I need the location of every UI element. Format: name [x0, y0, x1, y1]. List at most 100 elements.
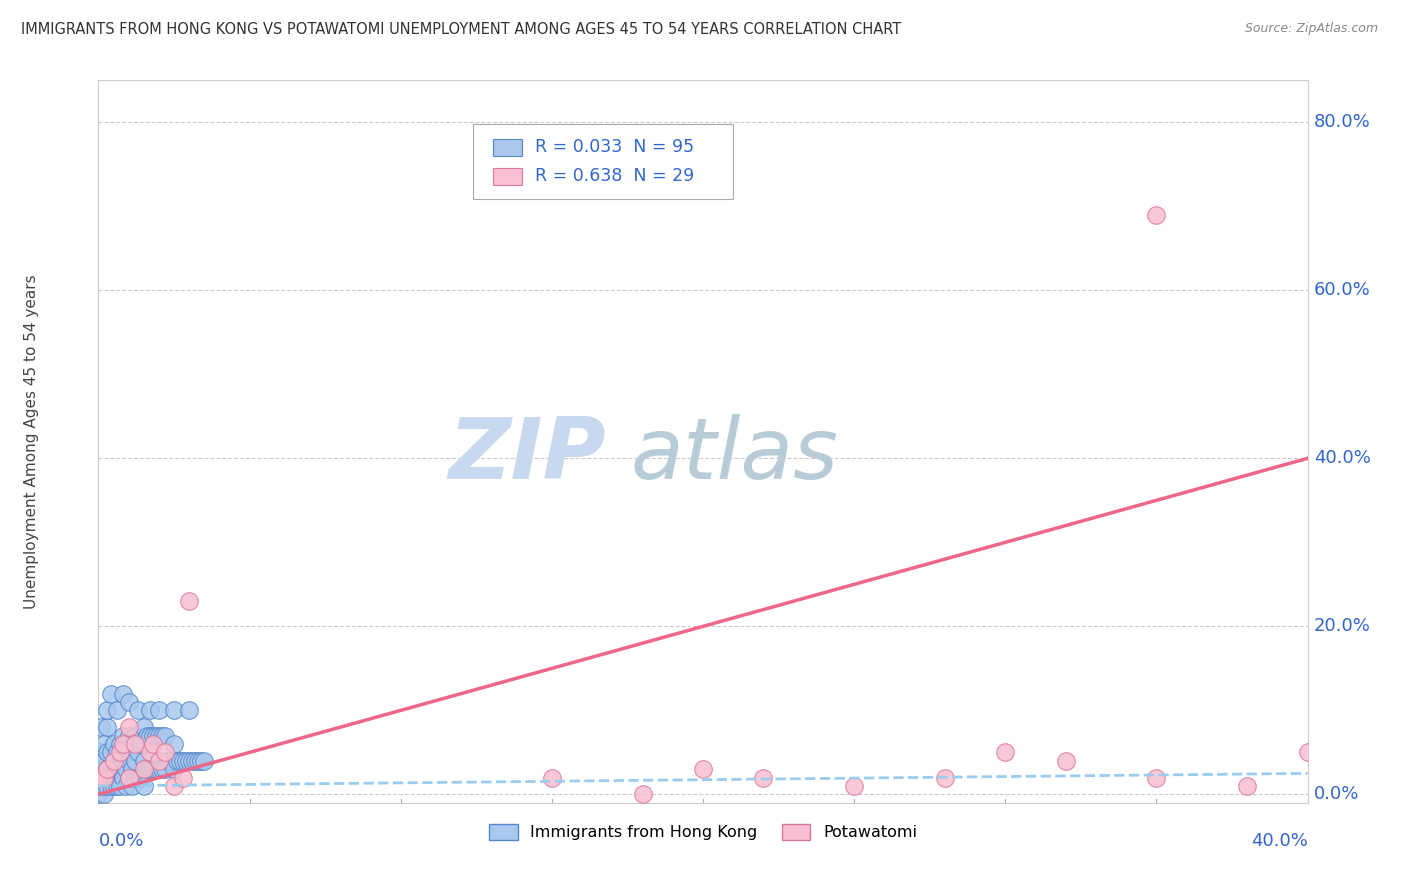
- Point: [87, 788, 110, 802]
- Point: [124, 771, 146, 785]
- Point: [87, 771, 110, 785]
- Point: [100, 687, 122, 701]
- Point: [139, 703, 162, 717]
- Point: [163, 762, 186, 776]
- Point: [692, 762, 714, 776]
- Text: 60.0%: 60.0%: [1313, 281, 1371, 300]
- Point: [135, 729, 157, 743]
- Point: [179, 754, 201, 768]
- Point: [163, 779, 186, 793]
- Point: [96, 745, 118, 759]
- Point: [844, 779, 866, 793]
- Point: [752, 771, 775, 785]
- Point: [96, 720, 118, 734]
- Point: [156, 754, 179, 768]
- Point: [1144, 771, 1167, 785]
- Point: [103, 754, 125, 768]
- FancyBboxPatch shape: [474, 124, 734, 200]
- Text: 0.0%: 0.0%: [98, 831, 143, 850]
- Point: [90, 779, 112, 793]
- Point: [118, 720, 141, 734]
- Text: R = 0.033  N = 95: R = 0.033 N = 95: [534, 138, 695, 156]
- FancyBboxPatch shape: [492, 168, 522, 185]
- Point: [118, 754, 141, 768]
- Point: [153, 745, 176, 759]
- Point: [96, 762, 118, 776]
- Text: ZIP: ZIP: [449, 415, 606, 498]
- Point: [631, 788, 654, 802]
- Point: [1054, 754, 1077, 768]
- Point: [172, 754, 194, 768]
- Point: [129, 737, 152, 751]
- Point: [96, 779, 118, 793]
- Point: [111, 737, 134, 751]
- Point: [934, 771, 956, 785]
- Point: [193, 754, 215, 768]
- Point: [93, 737, 115, 751]
- Point: [139, 762, 162, 776]
- Point: [132, 762, 155, 776]
- Point: [114, 737, 136, 751]
- Point: [135, 762, 157, 776]
- Point: [179, 703, 201, 717]
- Point: [103, 737, 125, 751]
- Point: [148, 754, 170, 768]
- Point: [90, 771, 112, 785]
- Point: [540, 771, 562, 785]
- Text: atlas: atlas: [630, 415, 838, 498]
- Point: [118, 695, 141, 709]
- Point: [111, 687, 134, 701]
- Point: [114, 779, 136, 793]
- Point: [145, 762, 167, 776]
- Point: [100, 762, 122, 776]
- Point: [127, 771, 149, 785]
- Point: [1236, 779, 1258, 793]
- Point: [105, 779, 128, 793]
- Text: R = 0.638  N = 29: R = 0.638 N = 29: [534, 168, 695, 186]
- Text: 0.0%: 0.0%: [1313, 785, 1360, 804]
- Point: [994, 745, 1017, 759]
- Point: [93, 779, 115, 793]
- Point: [96, 703, 118, 717]
- Point: [163, 703, 186, 717]
- Point: [108, 737, 131, 751]
- Point: [90, 745, 112, 759]
- Text: 40.0%: 40.0%: [1251, 831, 1308, 850]
- Point: [121, 737, 143, 751]
- Point: [163, 737, 186, 751]
- Point: [108, 762, 131, 776]
- Point: [118, 771, 141, 785]
- Text: Unemployment Among Ages 45 to 54 years: Unemployment Among Ages 45 to 54 years: [24, 274, 39, 609]
- Point: [145, 729, 167, 743]
- Point: [153, 729, 176, 743]
- Point: [124, 754, 146, 768]
- Point: [124, 737, 146, 751]
- Point: [111, 754, 134, 768]
- Point: [111, 729, 134, 743]
- Text: 80.0%: 80.0%: [1313, 113, 1371, 131]
- Point: [93, 771, 115, 785]
- Point: [166, 754, 188, 768]
- Point: [150, 762, 173, 776]
- Legend: Immigrants from Hong Kong, Potawatomi: Immigrants from Hong Kong, Potawatomi: [482, 817, 924, 847]
- Point: [153, 762, 176, 776]
- Point: [103, 754, 125, 768]
- Point: [121, 762, 143, 776]
- Point: [105, 703, 128, 717]
- Point: [103, 771, 125, 785]
- Point: [105, 745, 128, 759]
- Point: [108, 779, 131, 793]
- Point: [100, 771, 122, 785]
- Point: [118, 729, 141, 743]
- Point: [100, 745, 122, 759]
- Point: [132, 779, 155, 793]
- Point: [87, 745, 110, 759]
- Point: [93, 788, 115, 802]
- Point: [132, 754, 155, 768]
- Point: [114, 762, 136, 776]
- FancyBboxPatch shape: [492, 139, 522, 156]
- Point: [150, 729, 173, 743]
- Point: [87, 771, 110, 785]
- Point: [169, 754, 191, 768]
- Point: [132, 720, 155, 734]
